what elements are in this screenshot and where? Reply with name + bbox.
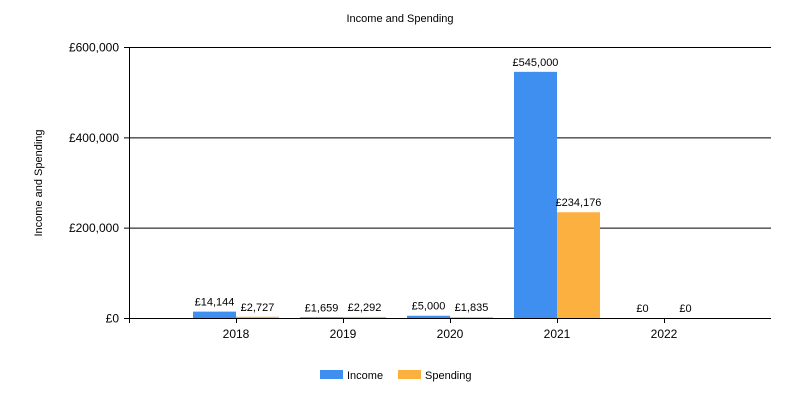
legend-swatch-spending <box>398 370 421 379</box>
axes <box>129 47 771 323</box>
data-label-income-2019: £1,659 <box>305 302 339 314</box>
legend-label-spending: Spending <box>425 370 472 382</box>
chart-title: Income and Spending <box>346 13 453 25</box>
data-label-spending-2022: £0 <box>679 303 691 315</box>
y-tick-label: £200,000 <box>69 221 119 235</box>
data-label-spending-2021: £234,176 <box>556 197 602 209</box>
bar-income-2019 <box>300 317 343 318</box>
x-tick-label: 2019 <box>330 327 357 341</box>
gridlines <box>124 47 771 319</box>
x-tick-label: 2020 <box>437 327 464 341</box>
legend-swatch-income <box>320 370 343 379</box>
data-label-spending-2018: £2,727 <box>241 302 275 314</box>
x-tick-label: 2021 <box>544 327 571 341</box>
data-label-income-2020: £5,000 <box>412 301 446 313</box>
y-tick-label: £400,000 <box>69 131 119 145</box>
data-label-spending-2020: £1,835 <box>455 302 489 314</box>
data-label-income-2018: £14,144 <box>195 297 235 309</box>
tick-labels: £0 £200,000 £400,000 £600,000 2018 2019 2020 20… <box>69 41 678 342</box>
data-labels: £14,144 £2,727 £1,659 £2,292 £5,000 £1,835 £54… <box>195 57 692 315</box>
bar-income-2018 <box>193 311 236 318</box>
data-label-income-2022: £0 <box>636 303 648 315</box>
y-axis-title: Income and Spending <box>33 129 45 236</box>
bar-spending-2019 <box>343 316 386 318</box>
bar-spending-2020 <box>450 317 493 318</box>
data-label-income-2021: £545,000 <box>513 57 559 69</box>
bar-spending-2021 <box>557 212 600 318</box>
data-label-spending-2019: £2,292 <box>348 302 382 314</box>
bar-income-2020 <box>407 315 450 318</box>
legend[interactable]: Income Spending <box>320 370 472 382</box>
x-tick-label: 2018 <box>223 327 250 341</box>
x-tick-label: 2022 <box>651 327 678 341</box>
bars-group <box>193 71 600 318</box>
y-tick-label: £600,000 <box>69 41 119 55</box>
bar-spending-2018 <box>236 316 279 318</box>
y-tick-label: £0 <box>106 312 120 326</box>
bar-income-2021 <box>514 71 557 318</box>
legend-label-income: Income <box>347 370 383 382</box>
